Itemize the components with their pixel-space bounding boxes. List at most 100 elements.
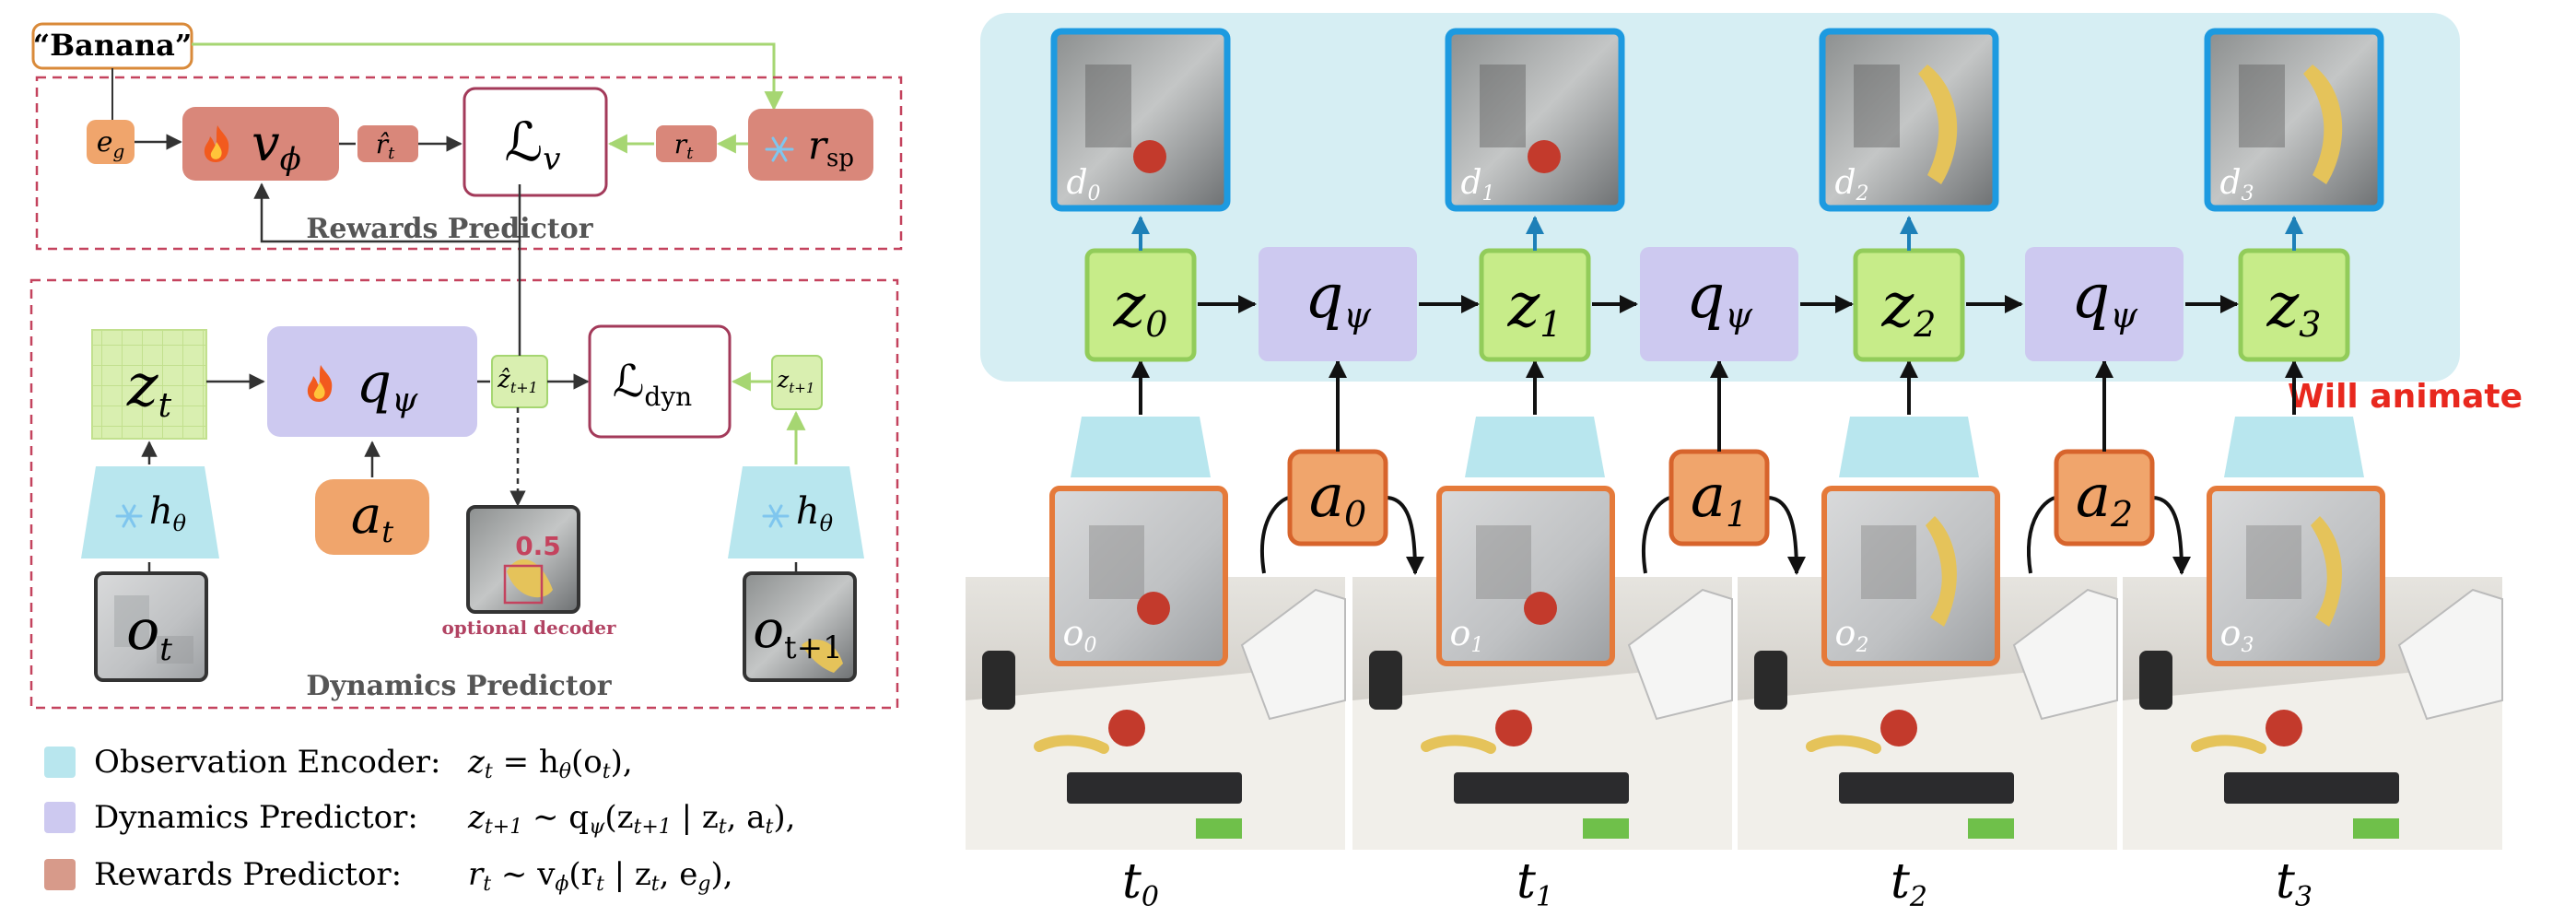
svg-text:z0: z0	[1113, 270, 1168, 345]
svg-text:ℒv: ℒv	[505, 111, 561, 178]
svg-text:t3: t3	[2276, 854, 2313, 912]
svg-text:zt+1: zt+1	[777, 367, 815, 396]
svg-text:a2: a2	[2076, 463, 2133, 535]
dynamics-model: qψ	[267, 326, 477, 437]
svg-text:qψ: qψ	[357, 351, 418, 419]
svg-text:a1: a1	[1691, 463, 1748, 535]
encoder-trapezoid	[1839, 359, 1979, 477]
snowflake-icon	[762, 504, 790, 528]
dynamics-node: qψ	[1966, 247, 2239, 361]
svg-text:ℒdyn: ℒdyn	[613, 356, 692, 412]
svg-text:ot: ot	[126, 598, 172, 668]
sparse-reward: rsp	[748, 109, 873, 181]
svg-text:t2: t2	[1891, 854, 1927, 912]
timestep-label: t1	[1516, 854, 1553, 913]
svg-text:Rewards Predictor:: Rewards Predictor:	[94, 856, 402, 893]
svg-text:Dynamics Predictor:: Dynamics Predictor:	[94, 799, 418, 836]
dynamics-loss: ℒdyn	[588, 324, 732, 439]
svg-text:qψ: qψ	[1305, 261, 1372, 335]
svg-text:d1: d1	[1460, 164, 1494, 206]
svg-text:qψ: qψ	[2071, 261, 2138, 335]
svg-text:rt: rt	[674, 129, 694, 163]
predicted-reward: r̂t	[357, 125, 418, 163]
snowflake-icon	[765, 136, 794, 162]
svg-text:ẑt+1: ẑt+1	[497, 366, 538, 396]
latent-node: z0	[1084, 216, 1197, 362]
rollout-timeline: t0 t1 t2 t3 o0 o1 o2 o3 a0 a1 a2 z0 z1 z2 z3 qψ qψ qψ d0 d1…	[966, 28, 2503, 913]
svg-text:o0: o0	[1063, 613, 1097, 657]
svg-text:vϕ: vϕ	[252, 114, 301, 178]
latent-state: zt	[91, 329, 207, 440]
action-node: a2	[2027, 359, 2191, 575]
svg-text:t0: t0	[1122, 854, 1159, 912]
svg-text:zt = hθ(ot),: zt = hθ(ot),	[467, 744, 633, 783]
rewards-predictor-title: Rewards Predictor	[306, 213, 593, 245]
next-observation-image: ot+1	[743, 571, 857, 682]
goal-embedding: eg	[87, 120, 135, 164]
decoded-tile: d3	[2204, 28, 2384, 212]
decoder-image: 0.5	[466, 505, 580, 614]
svg-text:d2: d2	[1834, 164, 1868, 206]
goal-to-reward-arrow	[192, 42, 784, 112]
observation-tile: o2	[1821, 486, 2000, 666]
dynamics-predictor-title: Dynamics Predictor	[306, 670, 612, 702]
latent-node: z3	[2238, 216, 2350, 362]
reward-label: rt	[656, 125, 717, 163]
svg-text:Observation Encoder:: Observation Encoder:	[94, 744, 440, 781]
dynamics-node: qψ	[1592, 247, 1854, 361]
goal-label: “Banana”	[33, 28, 193, 63]
timestep-label: t2	[1891, 854, 1927, 913]
encoder-trapezoid	[2224, 359, 2364, 477]
encoder-trapezoid	[1071, 359, 1211, 477]
legend-item-encoder: Observation Encoder: zt = hθ(ot),	[44, 744, 633, 783]
svg-text:z2: z2	[1881, 270, 1937, 345]
value-loss: ℒv	[463, 87, 608, 197]
value-network: vϕ	[182, 107, 339, 181]
decoded-tile: d1	[1445, 28, 1625, 212]
latent-node: z2	[1853, 216, 1965, 362]
decoded-tile: d0	[1050, 28, 1231, 212]
action-node: at	[315, 479, 429, 555]
timestep-label: t0	[1122, 854, 1159, 913]
svg-text:t1: t1	[1516, 854, 1553, 912]
observation-encoder-next: hθ	[728, 466, 864, 558]
svg-text:r̂t: r̂t	[376, 129, 395, 163]
decoder-label: optional decoder	[441, 617, 615, 639]
svg-text:hθ: hθ	[796, 490, 834, 536]
legend: Observation Encoder: zt = hθ(ot), Dynami…	[44, 744, 795, 896]
svg-text:at: at	[351, 486, 393, 549]
svg-text:hθ: hθ	[149, 490, 187, 536]
svg-text:zt: zt	[126, 352, 172, 425]
svg-text:d3: d3	[2219, 164, 2254, 206]
observation-image: ot	[94, 571, 208, 682]
predicted-next-latent: ẑt+1	[491, 355, 548, 408]
legend-item-rewards: Rewards Predictor: rt ∼ vϕ(rt | zt, eg),	[44, 856, 733, 896]
action-node: a1	[1642, 359, 1806, 575]
svg-text:a0: a0	[1309, 463, 1366, 535]
observation-tile: o0	[1049, 486, 1228, 666]
svg-text:rsp: rsp	[808, 123, 854, 172]
scene-photo	[966, 577, 1346, 850]
dynamics-predictor-box	[29, 278, 899, 710]
svg-text:o2: o2	[1835, 613, 1869, 657]
svg-text:ot+1: ot+1	[753, 600, 843, 666]
observation-encoder: hθ	[81, 466, 219, 558]
encoder-trapezoid	[1465, 359, 1605, 477]
svg-text:o1: o1	[1450, 613, 1484, 657]
svg-text:eg: eg	[97, 126, 125, 162]
svg-text:d0: d0	[1066, 164, 1100, 206]
svg-text:z3: z3	[2266, 270, 2322, 345]
dynamics-node: qψ	[1198, 247, 1480, 361]
snowflake-icon	[115, 504, 143, 528]
action-node: a0	[1260, 359, 1424, 575]
svg-text:qψ: qψ	[1686, 261, 1753, 335]
timestep-label: t3	[2276, 854, 2313, 913]
svg-text:zt+1 ∼ qψ(zt+1 | zt, at),: zt+1 ∼ qψ(zt+1 | zt, at),	[467, 799, 795, 839]
svg-text:z1: z1	[1507, 270, 1563, 345]
fire-icon	[204, 125, 229, 162]
decoded-tile: d2	[1819, 28, 1999, 212]
next-latent: zt+1	[771, 355, 823, 410]
legend-item-dynamics: Dynamics Predictor: zt+1 ∼ qψ(zt+1 | zt,…	[44, 799, 795, 839]
